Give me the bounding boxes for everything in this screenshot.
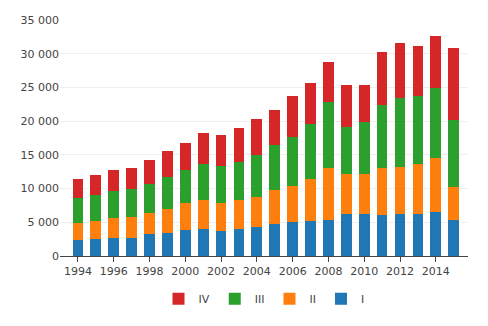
svg-text:II: II bbox=[309, 293, 316, 306]
svg-text:20 000: 20 000 bbox=[21, 115, 60, 128]
svg-text:1994: 1994 bbox=[64, 265, 92, 278]
svg-text:2004: 2004 bbox=[243, 265, 271, 278]
svg-text:30 000: 30 000 bbox=[21, 48, 60, 61]
svg-text:5 000: 5 000 bbox=[28, 216, 60, 229]
svg-text:10 000: 10 000 bbox=[21, 182, 60, 195]
svg-text:2012: 2012 bbox=[386, 265, 414, 278]
svg-text:1996: 1996 bbox=[100, 265, 128, 278]
svg-text:I: I bbox=[361, 293, 364, 306]
svg-text:1998: 1998 bbox=[135, 265, 163, 278]
svg-text:2010: 2010 bbox=[350, 265, 378, 278]
svg-text:15 000: 15 000 bbox=[21, 149, 60, 162]
svg-text:IV: IV bbox=[199, 293, 210, 306]
svg-text:2000: 2000 bbox=[171, 265, 199, 278]
svg-text:2008: 2008 bbox=[314, 265, 342, 278]
svg-text:0: 0 bbox=[52, 250, 59, 263]
svg-text:III: III bbox=[255, 293, 265, 306]
svg-text:25 000: 25 000 bbox=[21, 81, 60, 94]
svg-text:2002: 2002 bbox=[207, 265, 235, 278]
svg-text:2006: 2006 bbox=[279, 265, 307, 278]
svg-text:2014: 2014 bbox=[422, 265, 450, 278]
svg-text:35 000: 35 000 bbox=[21, 14, 60, 27]
